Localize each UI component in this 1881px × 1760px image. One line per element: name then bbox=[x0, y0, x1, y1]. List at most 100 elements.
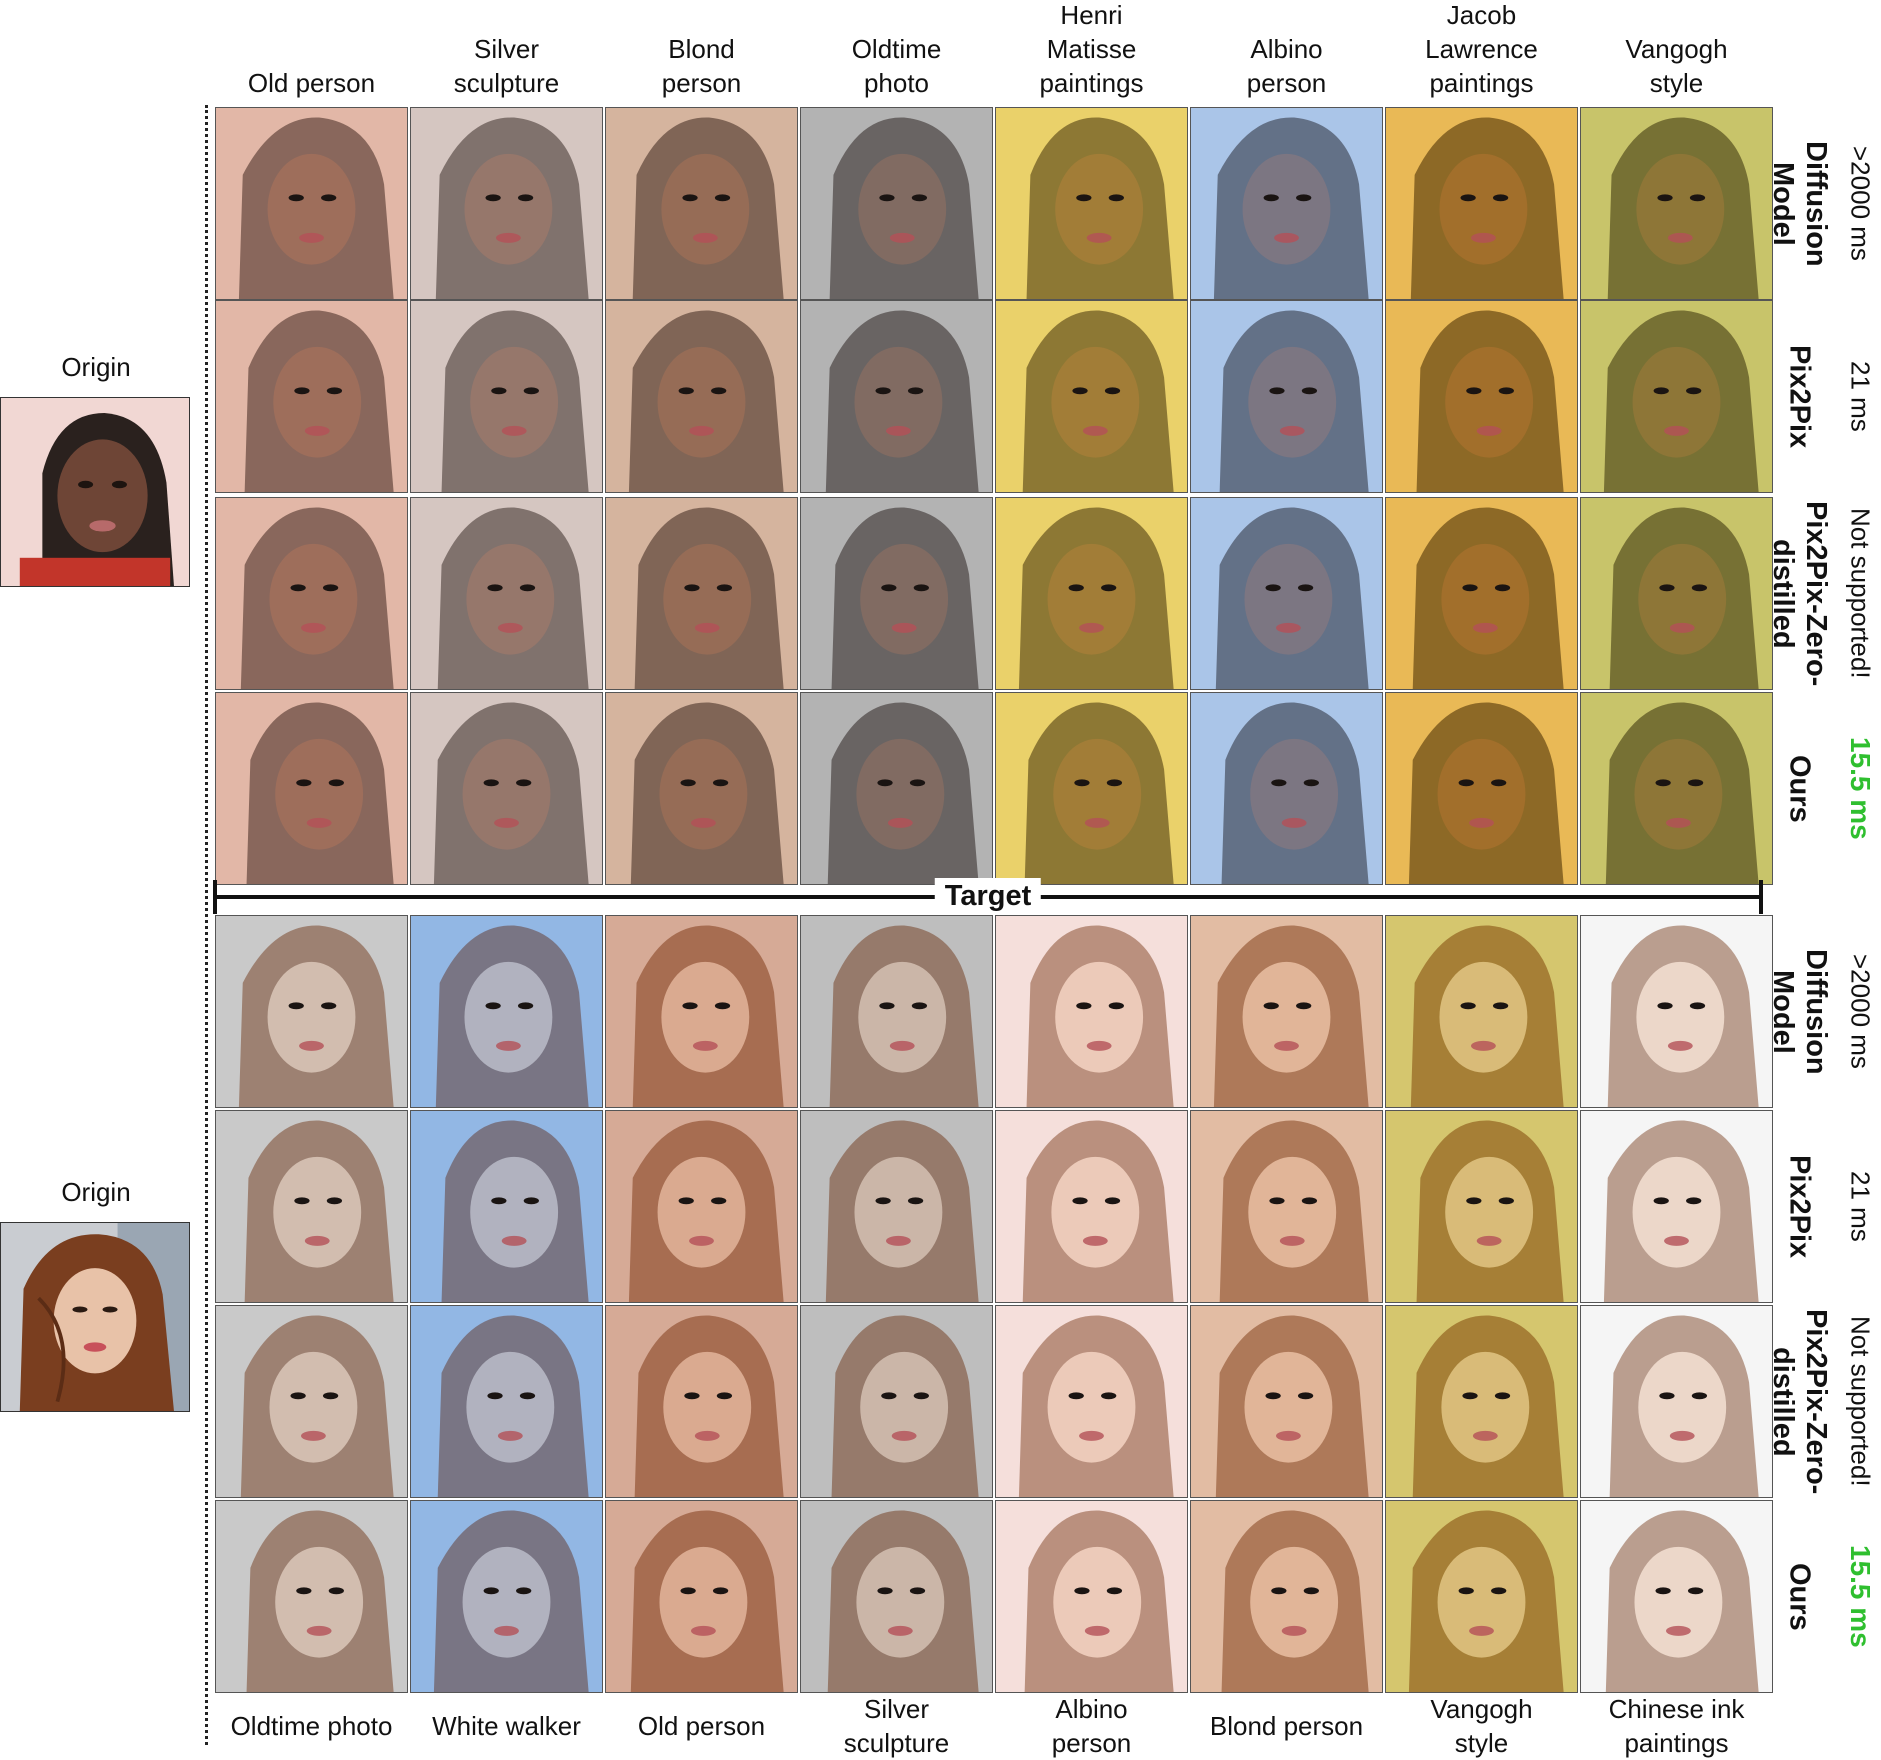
bottom-result-image bbox=[995, 1110, 1188, 1303]
bottom-column-label: White walker bbox=[432, 1711, 581, 1741]
top-result-image bbox=[1580, 300, 1773, 493]
top-result-image bbox=[605, 497, 798, 690]
top-column-label: Silver sculpture bbox=[453, 34, 560, 98]
bottom-result-portrait bbox=[411, 916, 602, 1107]
bottom-result-image bbox=[605, 1500, 798, 1693]
top-result-portrait bbox=[1386, 498, 1577, 689]
bottom-result-portrait bbox=[1386, 1111, 1577, 1302]
bottom-result-portrait bbox=[996, 1111, 1187, 1302]
bottom-result-portrait bbox=[1386, 1306, 1577, 1497]
bottom-result-portrait bbox=[1191, 1111, 1382, 1302]
bottom-result-image bbox=[215, 1500, 408, 1693]
top-result-portrait bbox=[801, 301, 992, 492]
top-timing-label: 15.5 ms bbox=[1845, 737, 1876, 840]
bottom-result-portrait bbox=[996, 916, 1187, 1107]
top-result-portrait bbox=[1581, 108, 1772, 299]
bottom-result-portrait bbox=[996, 1306, 1187, 1497]
bottom-result-portrait bbox=[606, 1111, 797, 1302]
top-result-portrait bbox=[411, 498, 602, 689]
top-result-portrait bbox=[1191, 108, 1382, 299]
bottom-result-portrait bbox=[411, 1111, 602, 1302]
bottom-result-image bbox=[995, 1500, 1188, 1693]
top-result-image bbox=[800, 497, 993, 690]
top-result-portrait bbox=[1581, 301, 1772, 492]
top-result-image bbox=[605, 107, 798, 300]
top-column-label: Henri Matisse paintings bbox=[1039, 0, 1144, 98]
bottom-result-image bbox=[1385, 1500, 1578, 1693]
bottom-result-portrait bbox=[216, 1111, 407, 1302]
top-result-portrait bbox=[996, 108, 1187, 299]
top-result-image bbox=[410, 692, 603, 885]
top-result-image bbox=[1190, 497, 1383, 690]
bottom-result-image bbox=[410, 1305, 603, 1498]
top-result-image bbox=[215, 692, 408, 885]
top-result-image bbox=[410, 300, 603, 493]
bottom-result-portrait bbox=[216, 916, 407, 1107]
bottom-result-image bbox=[800, 1305, 993, 1498]
top-result-image bbox=[215, 300, 408, 493]
top-timing-label: 21 ms bbox=[1845, 361, 1876, 432]
top-result-image bbox=[1385, 107, 1578, 300]
top-result-portrait bbox=[606, 301, 797, 492]
top-result-portrait bbox=[1581, 498, 1772, 689]
top-result-image bbox=[1385, 497, 1578, 690]
dotted-separator bbox=[205, 105, 208, 1745]
top-result-image bbox=[215, 107, 408, 300]
bottom-result-portrait bbox=[1581, 1501, 1772, 1692]
top-result-portrait bbox=[216, 301, 407, 492]
top-method-label: Pix2Pix bbox=[1783, 344, 1816, 449]
top-result-image bbox=[995, 107, 1188, 300]
bottom-method-label: Pix2Pix bbox=[1783, 1154, 1816, 1259]
bottom-column-label: Blond person bbox=[1209, 1711, 1364, 1741]
target-label: Target bbox=[934, 878, 1042, 914]
bottom-origin-label: Origin bbox=[61, 1177, 131, 1207]
top-method-label: Ours bbox=[1783, 754, 1816, 823]
top-result-image bbox=[1385, 300, 1578, 493]
top-result-image bbox=[995, 300, 1188, 493]
bottom-result-image bbox=[605, 915, 798, 1108]
bottom-result-image bbox=[1580, 1305, 1773, 1498]
top-result-image bbox=[1580, 497, 1773, 690]
top-result-portrait bbox=[1191, 301, 1382, 492]
bottom-timing-label: 21 ms bbox=[1845, 1171, 1876, 1242]
top-origin-image bbox=[0, 397, 190, 587]
bottom-result-portrait bbox=[1581, 916, 1772, 1107]
bottom-result-image bbox=[1385, 1110, 1578, 1303]
bottom-result-image bbox=[1190, 1305, 1383, 1498]
bottom-result-portrait bbox=[801, 1501, 992, 1692]
bottom-result-portrait bbox=[216, 1306, 407, 1497]
bottom-result-portrait bbox=[606, 1501, 797, 1692]
bottom-result-portrait bbox=[801, 916, 992, 1107]
bottom-result-portrait bbox=[1581, 1306, 1772, 1497]
top-result-image bbox=[1580, 692, 1773, 885]
bottom-result-image bbox=[215, 1305, 408, 1498]
bottom-result-image bbox=[410, 1500, 603, 1693]
top-timing-label: Not supported! bbox=[1845, 508, 1876, 679]
bottom-result-portrait bbox=[411, 1501, 602, 1692]
bottom-result-portrait bbox=[1581, 1111, 1772, 1302]
bottom-timing-label: >2000 ms bbox=[1845, 954, 1876, 1069]
bottom-result-image bbox=[1190, 915, 1383, 1108]
top-result-image bbox=[800, 107, 993, 300]
top-result-image bbox=[1580, 107, 1773, 300]
bottom-timing-label: Not supported! bbox=[1845, 1316, 1876, 1487]
top-result-portrait bbox=[801, 108, 992, 299]
bottom-column-label: Albino person bbox=[1051, 1694, 1132, 1758]
bottom-column-label: Vangogh style bbox=[1430, 1694, 1533, 1758]
top-result-portrait bbox=[216, 693, 407, 884]
top-column-label: Albino person bbox=[1246, 34, 1327, 98]
bottom-result-portrait bbox=[1191, 916, 1382, 1107]
top-result-image bbox=[605, 300, 798, 493]
top-result-portrait bbox=[411, 693, 602, 884]
bottom-result-portrait bbox=[1386, 916, 1577, 1107]
top-result-image bbox=[605, 692, 798, 885]
bottom-result-portrait bbox=[216, 1501, 407, 1692]
bottom-result-portrait bbox=[801, 1111, 992, 1302]
top-result-portrait bbox=[606, 498, 797, 689]
top-result-portrait bbox=[996, 693, 1187, 884]
bottom-column-label: Chinese ink paintings bbox=[1608, 1694, 1745, 1758]
top-result-image bbox=[995, 497, 1188, 690]
target-cap-left bbox=[213, 880, 217, 914]
bottom-result-image bbox=[1580, 915, 1773, 1108]
bottom-result-portrait bbox=[1191, 1306, 1382, 1497]
